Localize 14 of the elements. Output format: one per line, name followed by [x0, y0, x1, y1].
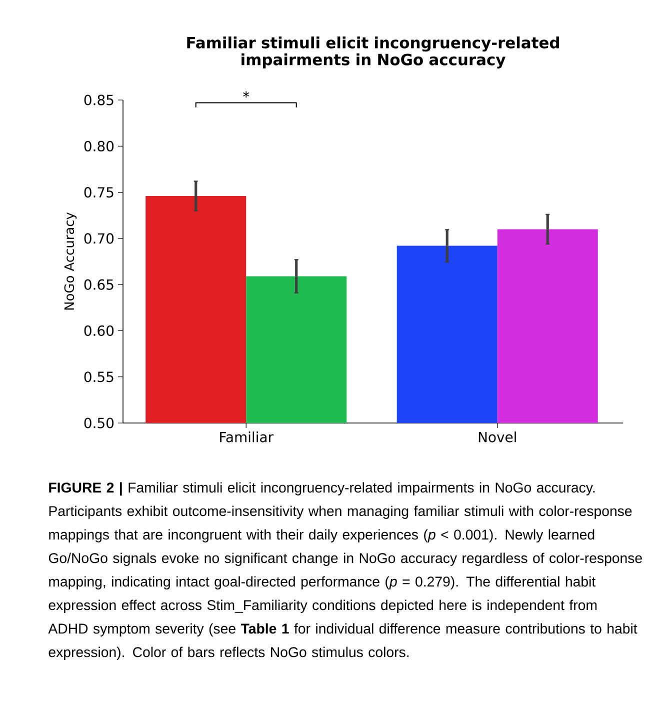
y-tick-label: 0.85 [84, 94, 114, 106]
x-tick-label: Novel [478, 432, 516, 442]
y-tick-label: 0.55 [84, 372, 114, 382]
y-tick-label: 0.75 [84, 187, 114, 198]
y-tick-label: 0.80 [84, 140, 114, 152]
y-tick-label: 0.70 [84, 233, 114, 244]
text: FIGURE 2 | Familiar stimuli elicit incongruency-related impairments in NoGo accuracy. Participants exhibit outcome-insensitivity when managing familiar stimuli with color-response mappings that are incongruent with their daily experiences (p < 0.001). Newly learned Go/NoGo signals evoke no significant change in NoGo accuracy regardless of color-response mapping, indicating intact goal-directed performance (p = 0.279). The differential habit expression effect across Stim_Familiarity conditions depicted here is independent from ADHD symptom severity (see Table 1 for individual difference measure contributions to habit expression). Color of bars reflects NoGo stimulus colors. [48, 482, 642, 660]
chart-title: Familiar stimuli elicit incongruency-related impairments in NoGo accuracy [187, 36, 559, 68]
y-tick-label: 0.50 [84, 418, 114, 428]
x-tick-label: Familiar [220, 432, 274, 442]
y-axis-title: NoGo Accuracy [64, 212, 77, 310]
y-tick-label: 0.60 [84, 325, 114, 336]
y-tick-label: 0.65 [84, 279, 114, 290]
text: * [243, 91, 250, 98]
